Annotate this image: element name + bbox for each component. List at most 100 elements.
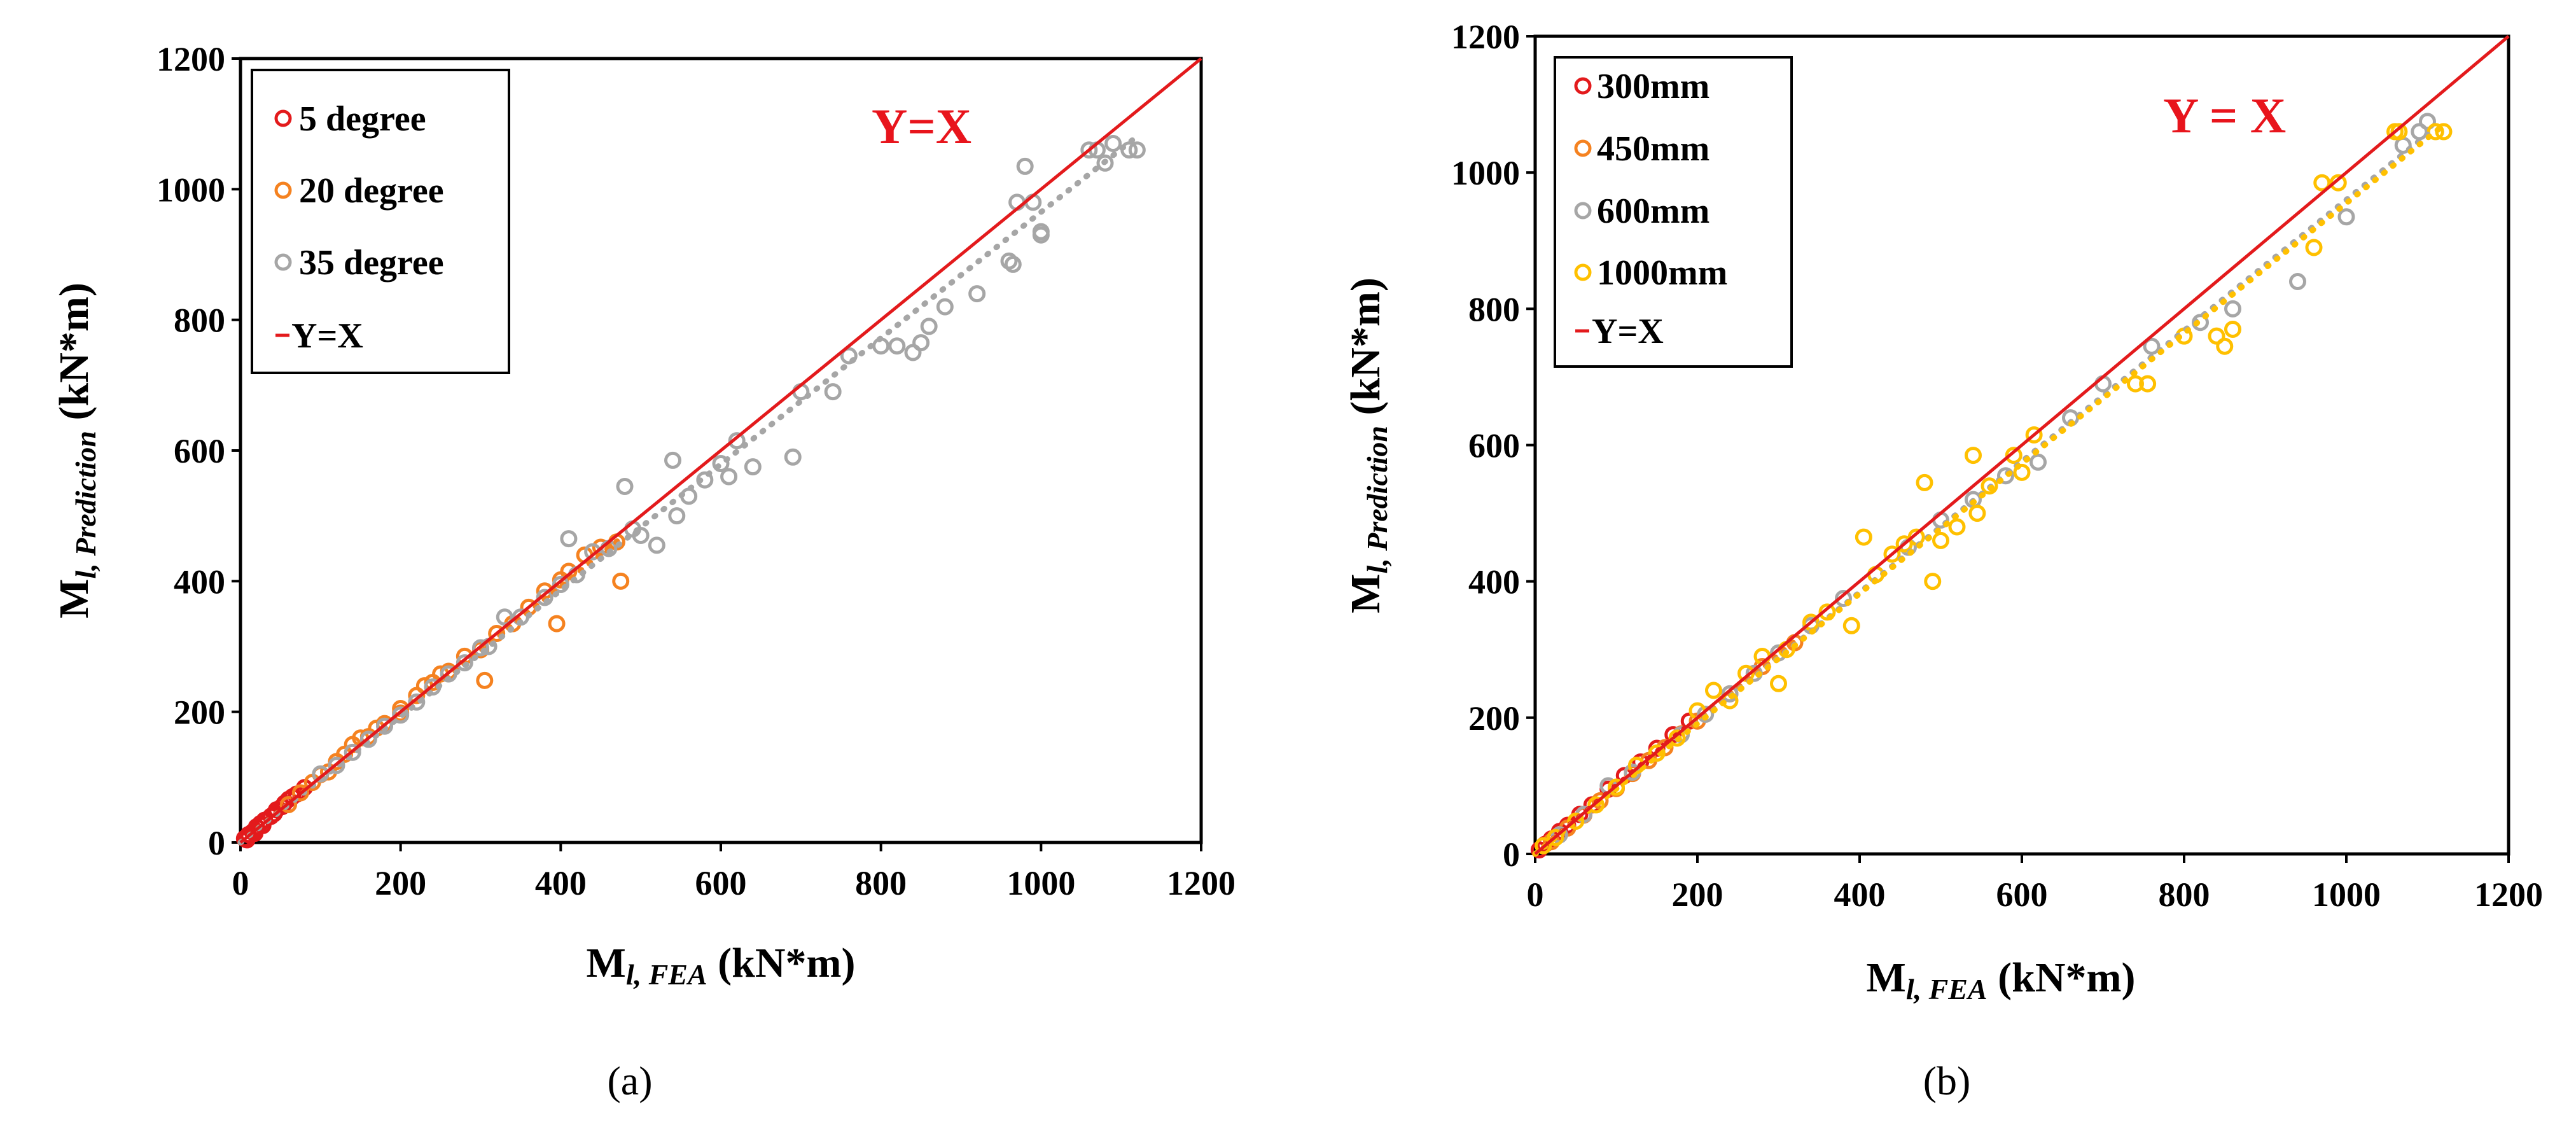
point-600mm-22	[2224, 300, 2241, 318]
legend-entry-600mm: 600mm	[1574, 192, 1709, 231]
point-5-degree-15	[265, 805, 283, 823]
point-1000mm-18	[1855, 528, 1872, 546]
legend-entry-35-degree: 35 degree	[274, 243, 444, 283]
y-tick-label-0: 0	[1503, 835, 1520, 874]
legend-label-20-degree: 20 degree	[299, 171, 444, 211]
x-tick-label-800: 800	[2159, 876, 2210, 914]
x-tick-label-200: 200	[375, 864, 426, 902]
point-35-degree-9	[456, 654, 473, 672]
tick-marks-b	[1526, 35, 2510, 863]
point-1000mm-40	[2313, 174, 2331, 192]
point-35-degree-30	[728, 432, 746, 450]
point-35-degree-45	[1016, 157, 1034, 175]
legend-label-35-degree: 35 degree	[299, 243, 444, 283]
legend-entry-yx-b: Y=X	[1575, 312, 1664, 351]
chart-panel-b: 0 200 400 600 800 1000 1200 0 200 400 600 800 1000 1…	[1342, 18, 2543, 1103]
point-1000mm-26	[1948, 518, 1966, 536]
y-tick-label-1000: 1000	[1451, 154, 1520, 192]
y-tick-labels-b: 0 200 400 600 800 1000 1200	[1451, 18, 1520, 874]
point-1000mm-2	[1567, 813, 1585, 830]
annotation-yx-b: Y = X	[2163, 88, 2286, 143]
x-tick-labels-a: 0 200 400 600 800 1000 1200	[232, 864, 1236, 902]
point-1000mm-25	[1932, 531, 1949, 549]
y-tick-label-400: 400	[174, 562, 225, 601]
point-35-degree-37	[888, 337, 906, 355]
point-35-degree-15	[552, 575, 569, 593]
x-tick-label-600: 600	[695, 864, 747, 902]
point-1000mm-3	[1587, 796, 1605, 814]
point-20-degree-19	[488, 624, 506, 642]
point-1000mm-39	[2305, 239, 2323, 256]
y-tick-label-600: 600	[1468, 427, 1520, 465]
trend-line-35-degree	[237, 133, 1140, 846]
legend-entry-5-degree: 5 degree	[274, 99, 426, 139]
point-1000mm-28	[1968, 505, 1986, 522]
point-1000mm-16	[1818, 603, 1836, 621]
legend-marker-20-degree	[274, 181, 292, 199]
point-35-degree-35	[840, 347, 858, 365]
y-tick-label-1200: 1200	[157, 40, 225, 78]
point-1000mm-31	[2013, 463, 2031, 481]
y-tick-label-200: 200	[1468, 699, 1520, 737]
point-1000mm-29	[1981, 477, 1998, 495]
point-600mm-23	[2289, 273, 2306, 290]
identity-line-a	[239, 57, 1202, 844]
x-axis-title-a: Ml, FEA (kN*m)	[587, 940, 856, 991]
point-35-degree-40	[920, 318, 938, 335]
legend-label-5-degree: 5 degree	[299, 99, 426, 139]
point-5-degree-14	[254, 816, 272, 834]
legend-label-1000mm: 1000mm	[1597, 253, 1727, 293]
point-35-degree-28	[712, 455, 730, 473]
y-tick-label-800: 800	[174, 302, 225, 340]
point-1000mm-27	[1965, 447, 1982, 465]
legend-entry-yx-a: Y=X	[275, 316, 363, 356]
x-tick-label-400: 400	[535, 864, 587, 902]
point-1000mm-23	[1916, 473, 1933, 491]
point-20-degree-0	[280, 795, 297, 813]
y-axis-title-b: Ml, Prediction (kN*m)	[1342, 277, 1393, 613]
point-1000mm-7	[1668, 729, 1686, 747]
y-tick-label-200: 200	[174, 694, 225, 732]
point-20-degree-18	[476, 671, 494, 689]
point-35-degree-48	[1080, 141, 1098, 159]
point-35-degree-6	[408, 693, 426, 711]
point-1000mm-34	[2139, 375, 2157, 393]
point-600mm-27	[2419, 113, 2436, 130]
point-1000mm-20	[1883, 545, 1901, 563]
legend-entry-300mm: 300mm	[1574, 67, 1709, 106]
point-35-degree-31	[744, 458, 762, 476]
point-1000mm-41	[2329, 174, 2347, 192]
point-1000mm-24	[1924, 573, 1942, 590]
x-tick-label-1200: 1200	[2474, 876, 2543, 914]
legend-box-a	[251, 69, 510, 374]
point-35-degree-42	[968, 285, 986, 303]
legend-entry-20-degree: 20 degree	[274, 171, 444, 211]
y-tick-label-1000: 1000	[157, 171, 225, 209]
x-tick-label-200: 200	[1672, 876, 1723, 914]
chart-panel-a: 0 200 400 600 800 1000 1200 0 200 400 600 800 1000 1…	[51, 40, 1236, 1103]
point-35-degree-29	[720, 468, 738, 486]
point-35-degree-51	[1104, 134, 1122, 152]
point-35-degree-53	[1128, 141, 1146, 159]
point-1000mm-44	[2426, 123, 2444, 141]
point-35-degree-3	[359, 730, 377, 748]
point-600mm-6	[1697, 705, 1715, 723]
legend-marker-5-degree	[274, 109, 292, 127]
legend-label-450mm: 450mm	[1597, 129, 1709, 169]
point-20-degree-1	[291, 784, 309, 802]
point-35-degree-54	[1032, 223, 1050, 241]
point-35-degree-25	[668, 507, 686, 525]
y-tick-label-0: 0	[208, 824, 225, 862]
legend-marker-300mm	[1574, 77, 1592, 95]
point-35-degree-50	[1096, 154, 1114, 172]
point-35-degree-41	[936, 298, 954, 316]
point-1000mm-1	[1547, 828, 1564, 846]
legend-entry-1000mm: 1000mm	[1574, 253, 1727, 293]
point-450mm-3	[1591, 792, 1609, 809]
point-20-degree-23	[548, 615, 566, 632]
point-1000mm-43	[2390, 123, 2408, 141]
point-35-degree-1	[328, 757, 345, 774]
legend-entry-450mm: 450mm	[1574, 129, 1709, 169]
point-35-degree-55	[1004, 255, 1022, 273]
legend-label-yx-a: Y=X	[291, 316, 363, 356]
